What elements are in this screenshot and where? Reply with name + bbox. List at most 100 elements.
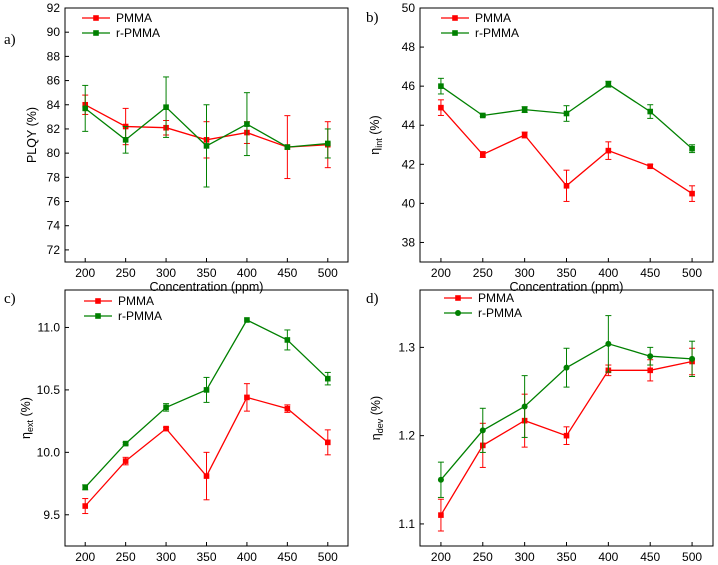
panel-label: a) xyxy=(4,32,16,48)
x-tick-label: 200 xyxy=(431,550,451,564)
y-tick-label: 88 xyxy=(47,49,61,63)
x-axis-label: Concentration (ppm) xyxy=(150,280,264,294)
x-tick-label: 350 xyxy=(196,550,216,564)
x-tick-label: 250 xyxy=(116,550,136,564)
data-point xyxy=(203,387,210,393)
legend-label: r-PMMA xyxy=(118,309,162,323)
data-point xyxy=(122,137,129,143)
series-pmma xyxy=(437,99,696,202)
legend-label: PMMA xyxy=(116,11,152,25)
y-axis-label-main: η xyxy=(19,432,33,439)
data-point xyxy=(324,439,331,446)
data-point xyxy=(163,404,169,411)
y-tick-label: 74 xyxy=(47,219,61,233)
x-axis-label: Concentration (ppm) xyxy=(510,280,624,294)
panel-label: c) xyxy=(4,291,16,307)
legend-label: PMMA xyxy=(478,291,514,305)
data-point xyxy=(324,375,331,382)
y-tick-label: 92 xyxy=(47,1,61,15)
data-point xyxy=(244,121,250,127)
x-tick-label: 400 xyxy=(237,550,257,564)
data-point xyxy=(689,190,695,197)
x-tick-label: 500 xyxy=(682,266,702,280)
x-tick-label: 400 xyxy=(237,266,257,280)
y-axis-label-unit: (%) xyxy=(368,115,382,138)
data-point xyxy=(437,476,444,483)
data-point xyxy=(647,163,654,170)
data-point xyxy=(244,317,250,323)
panel-label: b) xyxy=(366,10,379,26)
y-tick-label: 80 xyxy=(47,146,61,160)
data-point xyxy=(563,364,570,371)
legend-marker xyxy=(95,298,101,304)
data-point xyxy=(82,503,89,509)
data-point xyxy=(647,108,654,115)
y-axis-label-main: η xyxy=(369,433,383,440)
y-tick-label: 1.1 xyxy=(398,517,415,531)
x-tick-label: 450 xyxy=(277,266,297,280)
data-point xyxy=(82,484,89,491)
y-tick-label: 48 xyxy=(402,40,416,54)
y-tick-label: 76 xyxy=(47,195,61,209)
y-tick-label: 42 xyxy=(402,157,416,171)
x-tick-label: 500 xyxy=(318,550,338,564)
data-point xyxy=(479,112,486,119)
y-tick-label: 84 xyxy=(47,98,61,112)
data-point xyxy=(244,394,250,401)
x-tick-label: 350 xyxy=(196,266,216,280)
legend-label: r-PMMA xyxy=(475,26,519,40)
data-point xyxy=(203,143,210,149)
x-tick-label: 250 xyxy=(473,266,493,280)
legend-marker xyxy=(452,30,458,36)
legend-marker xyxy=(93,15,99,21)
legend-marker xyxy=(93,30,99,36)
plot-frame xyxy=(419,289,714,547)
y-axis-label-sub: int xyxy=(374,138,384,148)
legend-label: PMMA xyxy=(118,294,154,308)
data-point xyxy=(563,183,570,189)
series-r-pmma xyxy=(82,317,331,491)
legend-label: PMMA xyxy=(475,11,511,25)
chart-panel-4: 2002503003504004505001.11.21.3Concentrat… xyxy=(366,289,714,565)
y-tick-label: 38 xyxy=(402,235,416,249)
y-axis-label: ηext (%) xyxy=(19,397,35,439)
x-tick-label: 400 xyxy=(598,550,618,564)
x-tick-label: 300 xyxy=(515,550,535,564)
y-axis-label: PLQY (%) xyxy=(25,107,39,163)
y-axis-label-main: PLQY (%) xyxy=(25,107,39,163)
y-tick-label: 11.0 xyxy=(38,320,61,334)
data-point xyxy=(521,106,528,113)
x-tick-label: 350 xyxy=(556,550,576,564)
series-r-pmma xyxy=(437,315,696,498)
x-tick-label: 350 xyxy=(556,266,576,280)
x-tick-label: 200 xyxy=(75,550,95,564)
data-point xyxy=(82,105,89,112)
data-point xyxy=(163,104,169,110)
data-point xyxy=(479,151,486,158)
x-tick-label: 200 xyxy=(75,266,95,280)
y-tick-label: 9.5 xyxy=(43,508,60,522)
legend-label: r-PMMA xyxy=(478,306,522,320)
x-tick-label: 400 xyxy=(598,266,618,280)
y-axis-label-unit: (%) xyxy=(369,396,383,419)
legend-marker xyxy=(452,15,458,21)
data-point xyxy=(563,432,570,439)
y-tick-label: 10.0 xyxy=(37,445,61,459)
data-point xyxy=(605,340,612,347)
x-tick-label: 450 xyxy=(640,266,660,280)
x-tick-label: 250 xyxy=(473,550,493,564)
series-pmma xyxy=(82,383,331,515)
data-point xyxy=(122,440,129,447)
data-point xyxy=(438,104,444,111)
x-tick-label: 500 xyxy=(318,266,338,280)
panel-label: d) xyxy=(366,291,379,307)
x-tick-label: 200 xyxy=(431,266,451,280)
y-axis-label-sub: ext xyxy=(25,419,35,432)
data-point xyxy=(689,355,696,362)
y-tick-label: 82 xyxy=(47,122,61,136)
plot-frame xyxy=(419,7,714,263)
data-point xyxy=(324,140,331,147)
data-point xyxy=(563,110,570,117)
series-r-pmma xyxy=(82,76,331,188)
